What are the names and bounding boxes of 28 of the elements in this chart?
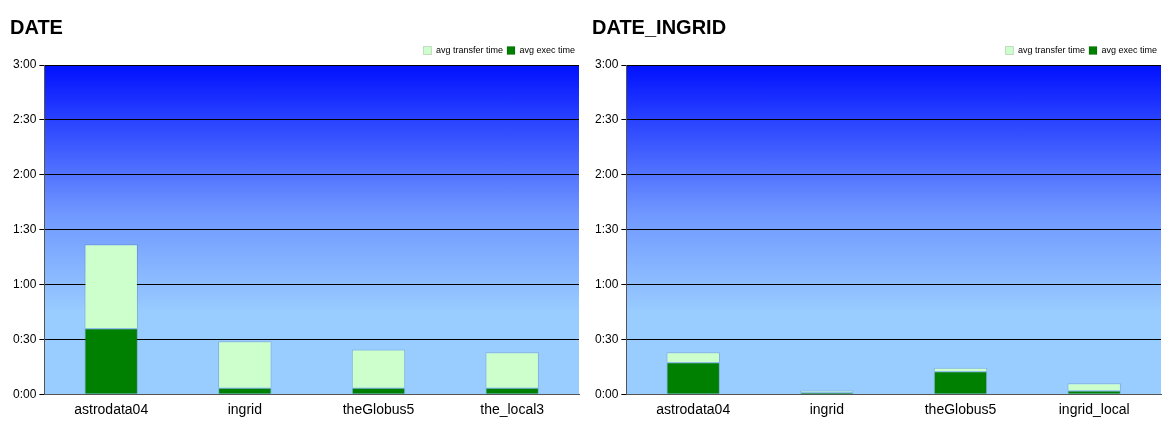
- y-tick-label: 2:30: [13, 112, 37, 127]
- x-tick-label: the_local3: [480, 401, 545, 418]
- legend-label: avg exec time: [519, 44, 576, 55]
- y-tick-label: 2:30: [595, 112, 619, 127]
- x-tick-label: theGlobus5: [342, 401, 415, 418]
- y-tick-label: 3:00: [13, 57, 37, 72]
- y-tick-label: 2:00: [13, 167, 37, 182]
- chart-title: DATE: [10, 15, 63, 38]
- y-tick-label: 3:00: [595, 57, 619, 72]
- x-tick-label: astrodata04: [656, 401, 731, 418]
- y-tick-label: 1:00: [13, 276, 37, 291]
- x-tick-label: ingrid: [227, 401, 262, 418]
- x-tick-label: theGlobus5: [924, 401, 997, 418]
- y-tick-label: 0:30: [595, 331, 619, 346]
- legend-label: avg transfer time: [435, 44, 503, 55]
- y-tick-label: 1:30: [595, 221, 619, 236]
- x-tick-label: astrodata04: [74, 401, 149, 418]
- y-tick-label: 1:30: [13, 221, 37, 236]
- y-tick-label: 0:30: [13, 331, 37, 346]
- y-tick-label: 2:00: [595, 167, 619, 182]
- y-tick-label: 1:00: [595, 276, 619, 291]
- y-tick-label: 0:00: [595, 386, 619, 401]
- y-tick-label: 0:00: [13, 386, 37, 401]
- legend-label: avg exec time: [1101, 44, 1158, 55]
- x-tick-label: ingrid_local: [1058, 401, 1130, 418]
- x-tick-label: ingrid: [809, 401, 844, 418]
- legend-label: avg transfer time: [1017, 44, 1085, 55]
- chart-title: DATE_INGRID: [592, 15, 727, 38]
